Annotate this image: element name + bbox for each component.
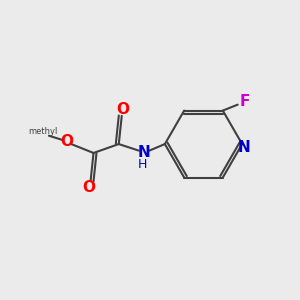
Text: N: N [138, 146, 150, 160]
Text: methyl: methyl [28, 127, 58, 136]
Text: O: O [117, 102, 130, 117]
Text: H: H [138, 158, 147, 171]
Text: O: O [82, 180, 96, 195]
Text: O: O [60, 134, 73, 148]
Text: N: N [237, 140, 250, 155]
Text: F: F [240, 94, 250, 109]
